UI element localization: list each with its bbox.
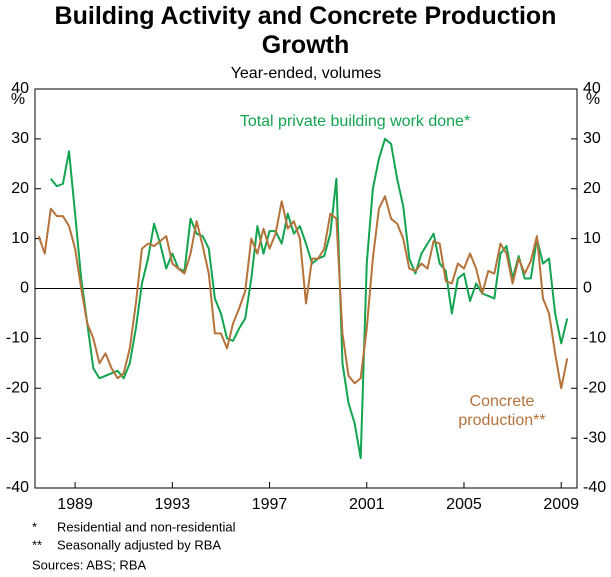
x-tick-label: 1989 (57, 496, 93, 513)
y2-tick-label: 30 (583, 130, 601, 147)
y-tick-label: 30 (11, 130, 29, 147)
y2-tick-label: -30 (583, 429, 606, 446)
x-tick-label: 2009 (543, 496, 579, 513)
y-tick-label: 40 (11, 80, 29, 97)
y2-tick-label: -40 (583, 479, 606, 496)
note-text: Residential and non-residential (57, 519, 236, 534)
y2-tick-label: -20 (583, 379, 606, 396)
y2-tick-label: 20 (583, 180, 601, 197)
y-tick-label: -40 (6, 479, 29, 496)
note-mark: ** (32, 537, 42, 552)
series-label: Concrete production** (458, 393, 546, 429)
y-tick-label: -30 (6, 429, 29, 446)
chart-title: Building Activity and Concrete Productio… (54, 2, 557, 59)
y-tick-label: -10 (6, 330, 29, 347)
x-tick-label: 2005 (446, 496, 482, 513)
subtitle: Year-ended, volumes (231, 65, 382, 82)
series-line (37, 195, 569, 390)
y-unit: % (11, 91, 25, 108)
x-tick-label: 1993 (155, 496, 191, 513)
y-tick-label: 20 (11, 180, 29, 197)
y2-unit: % (586, 91, 600, 108)
x-tick-label: 1997 (252, 496, 288, 513)
note-text: Seasonally adjusted by RBA (57, 537, 221, 552)
note-mark: * (32, 519, 37, 534)
y2-tick-label: 0 (583, 280, 592, 297)
sources: Sources: ABS; RBA (32, 557, 146, 572)
y-tick-label: 0 (20, 280, 29, 297)
series-label: Total private building work done* (239, 113, 471, 130)
y2-tick-label: 40 (583, 80, 601, 97)
y2-tick-label: -10 (583, 330, 606, 347)
y-tick-label: 10 (11, 230, 29, 247)
y-tick-label: -20 (6, 379, 29, 396)
x-tick-label: 2001 (349, 496, 385, 513)
y2-tick-label: 10 (583, 230, 601, 247)
